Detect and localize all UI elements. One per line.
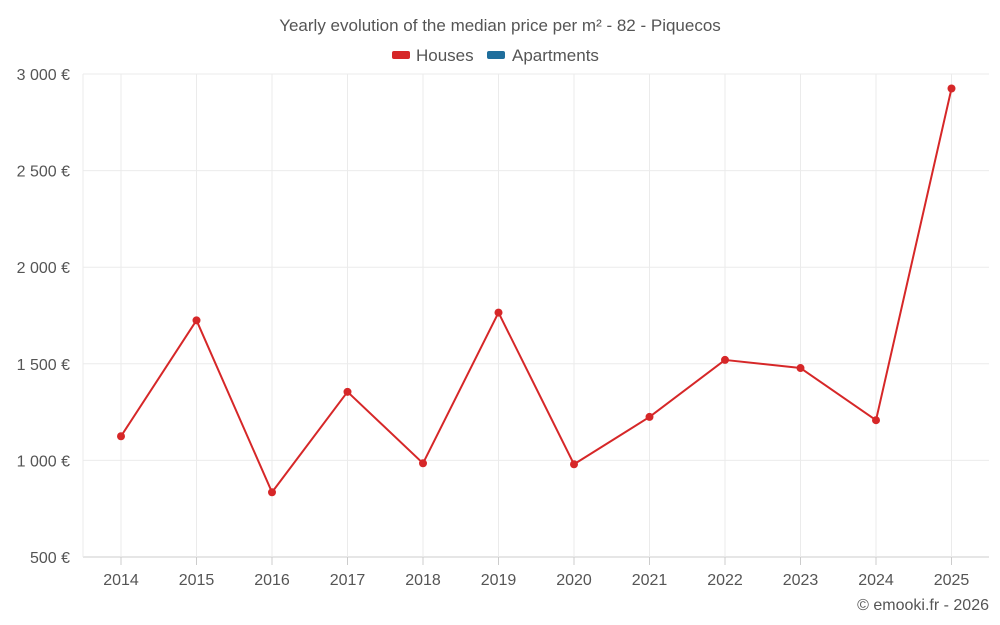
x-tick-label: 2021	[632, 572, 668, 589]
x-tick-label: 2020	[556, 572, 592, 589]
data-point-houses-2014[interactable]	[117, 432, 125, 441]
legend: Houses Apartments	[392, 46, 599, 65]
y-tick-label: 2 000 €	[17, 260, 70, 277]
y-tick-label: 3 000 €	[17, 67, 70, 84]
data-point-houses-2016[interactable]	[268, 488, 276, 497]
x-tick-label: 2025	[934, 572, 970, 589]
y-tick-label: 500 €	[30, 550, 70, 567]
data-point-houses-2024[interactable]	[872, 416, 880, 425]
x-tick-label: 2024	[858, 572, 894, 589]
legend-label-houses: Houses	[416, 46, 474, 65]
legend-item-apartments[interactable]: Apartments	[487, 46, 599, 65]
legend-swatch-apartments	[487, 51, 505, 59]
legend-item-houses[interactable]: Houses	[392, 46, 474, 65]
series-layer	[117, 84, 956, 497]
y-tick-label: 1 500 €	[17, 357, 70, 374]
x-tick-label: 2018	[405, 572, 441, 589]
legend-swatch-houses	[392, 51, 410, 59]
data-point-houses-2023[interactable]	[796, 364, 805, 373]
y-axis: 500 € 1 000 € 1 500 € 2 000 € 2 500 € 3 000 €	[17, 67, 70, 567]
x-tick-label: 2023	[783, 572, 819, 589]
data-point-houses-2022[interactable]	[721, 355, 729, 364]
x-tick-label: 2022	[707, 572, 743, 589]
legend-label-apartments: Apartments	[512, 46, 599, 65]
credit-text: © emooki.fr - 2026	[857, 597, 989, 614]
x-tick-label: 2019	[481, 572, 517, 589]
chart-title: Yearly evolution of the median price per…	[279, 16, 721, 35]
data-point-houses-2017[interactable]	[343, 387, 352, 396]
y-tick-label: 1 000 €	[17, 453, 70, 470]
data-point-houses-2020[interactable]	[570, 460, 578, 469]
x-axis: 2014 2015 2016 2017 2018 2019 2020 2021 2022 2023…	[103, 557, 969, 589]
data-point-houses-2025[interactable]	[947, 84, 956, 93]
x-tick-label: 2016	[254, 572, 290, 589]
data-point-houses-2021[interactable]	[645, 412, 654, 421]
series-line-houses	[120, 88, 953, 494]
data-point-houses-2015[interactable]	[192, 316, 201, 325]
x-tick-label: 2017	[330, 572, 366, 589]
gridlines	[82, 73, 989, 558]
x-tick-label: 2015	[179, 572, 215, 589]
data-point-houses-2018[interactable]	[419, 459, 427, 468]
y-tick-label: 2 500 €	[17, 164, 70, 181]
data-point-houses-2019[interactable]	[494, 308, 503, 317]
x-tick-label: 2014	[103, 572, 139, 589]
